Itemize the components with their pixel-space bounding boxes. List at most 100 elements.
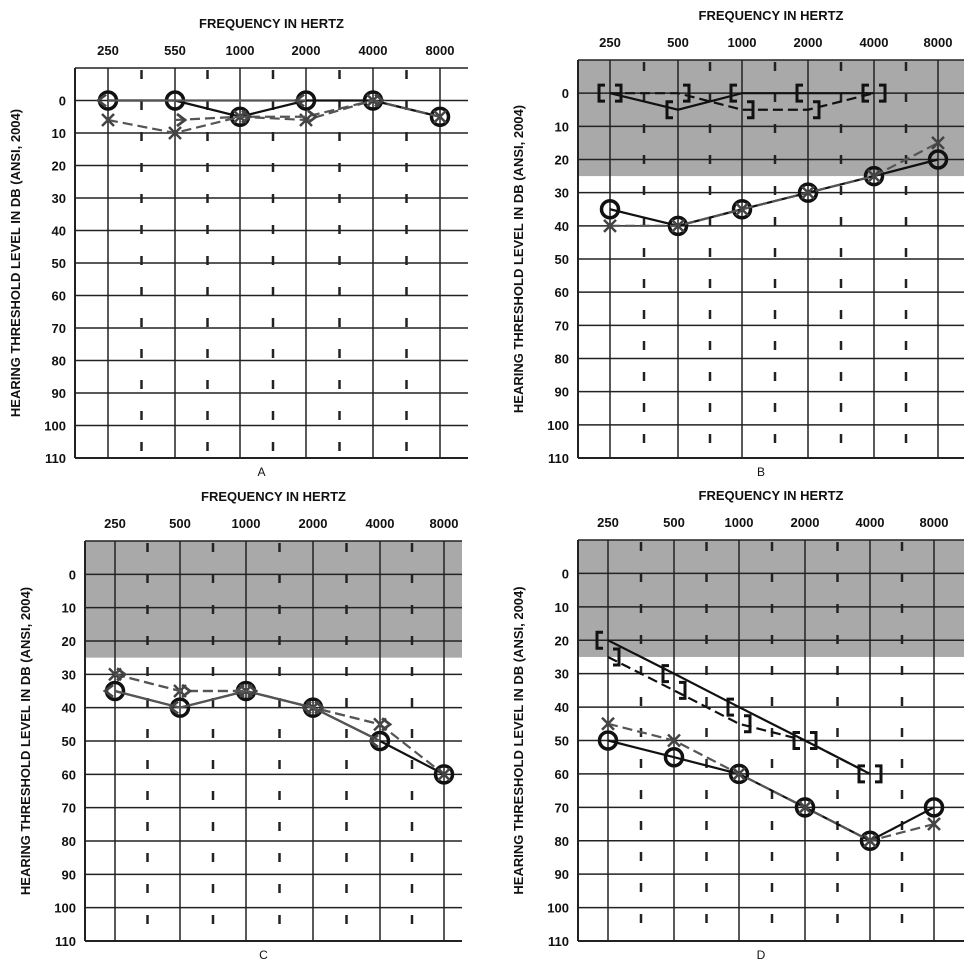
marker-circle <box>663 746 685 768</box>
marker-lt <box>95 93 107 108</box>
panel-label: A <box>257 465 265 479</box>
y-tick-label: 90 <box>555 385 569 400</box>
lt-mark <box>102 683 114 699</box>
series-line <box>107 99 441 135</box>
marker-bracket-left <box>861 83 869 103</box>
x-tick-label: 550 <box>164 43 186 58</box>
normal-hearing-shade <box>85 541 462 658</box>
marker-lt <box>102 683 114 699</box>
marker-x <box>433 109 447 124</box>
x-tick-label: 8000 <box>426 43 455 58</box>
y-tick-label: 10 <box>52 126 66 141</box>
marker-x <box>931 136 945 150</box>
y-axis-label: HEARING THRESHOLD LEVEL IN DB (ANSI, 200… <box>511 105 526 413</box>
panel-label: C <box>259 948 268 959</box>
marker-circle <box>859 830 881 851</box>
marker-gt <box>314 700 326 715</box>
y-tick-label: 110 <box>548 934 569 949</box>
y-tick-label: 0 <box>59 94 66 109</box>
circle-mark <box>667 215 689 237</box>
x-mark <box>433 109 447 124</box>
bracket-r-mark <box>810 731 818 750</box>
marker-gt <box>181 683 193 699</box>
y-tick-label: 90 <box>62 867 76 882</box>
x-mark <box>671 218 685 233</box>
marker-bracket-right <box>875 764 883 784</box>
x-mark <box>863 833 877 848</box>
circle-mark <box>863 165 885 187</box>
marker-gt <box>116 667 128 682</box>
x-tick-label: 250 <box>97 43 119 58</box>
marker-x <box>867 169 881 183</box>
y-tick-label: 70 <box>555 318 569 333</box>
y-tick-label: 30 <box>555 186 569 201</box>
x-tick-label: 250 <box>599 35 621 50</box>
lt-mark <box>367 733 379 749</box>
chart-title: FREQUENCY IN HERTZ <box>201 489 346 504</box>
circle-mark <box>927 149 949 170</box>
gt-mark <box>247 683 259 699</box>
lt-mark <box>167 700 179 715</box>
y-tick-label: 100 <box>44 419 66 434</box>
y-tick-label: 110 <box>55 934 76 949</box>
y-tick-label: 20 <box>555 633 569 648</box>
series-line <box>609 92 874 111</box>
x-mark <box>927 817 941 831</box>
marker-x <box>667 733 681 748</box>
marker-lt <box>367 733 379 749</box>
y-axis-label: HEARING THRESHOLD LEVEL IN DB (ANSI, 200… <box>8 109 23 417</box>
normal-hearing-shade <box>578 60 964 177</box>
y-tick-label: 30 <box>62 667 76 682</box>
x-tick-label: 2000 <box>791 515 820 530</box>
x-tick-label: 2000 <box>292 43 321 58</box>
marker-x <box>798 800 812 815</box>
bracket-l-mark <box>665 100 673 120</box>
series-line <box>607 655 871 775</box>
marker-bracket-left <box>726 697 734 717</box>
x-tick-label: 1000 <box>728 35 757 50</box>
marker-bracket-left <box>595 630 603 650</box>
circle-mark <box>599 199 621 220</box>
gt-mark <box>181 683 193 699</box>
x-tick-label: 500 <box>663 515 685 530</box>
y-tick-label: 10 <box>555 119 569 134</box>
x-tick-label: 8000 <box>920 515 949 530</box>
x-mark <box>732 767 746 781</box>
bracket-r-mark <box>613 647 621 667</box>
y-tick-label: 80 <box>555 352 569 367</box>
bracket-r-mark <box>879 83 887 103</box>
y-tick-label: 70 <box>52 321 66 336</box>
y-tick-label: 60 <box>62 767 76 782</box>
marker-circle <box>797 182 819 203</box>
marker-gt <box>374 93 386 108</box>
x-mark <box>437 767 451 782</box>
marker-bracket-right <box>810 731 818 750</box>
y-tick-label: 80 <box>555 834 569 849</box>
bracket-r-mark <box>813 100 821 120</box>
marker-x <box>168 126 182 140</box>
gt-mark <box>374 93 386 108</box>
y-tick-label: 80 <box>52 354 66 369</box>
chart-title: FREQUENCY IN HERTZ <box>699 488 844 503</box>
gt-mark <box>381 717 393 732</box>
y-tick-label: 80 <box>62 834 76 849</box>
lt-mark <box>95 93 107 108</box>
marker-bracket-right <box>879 83 887 103</box>
x-tick-label: 2000 <box>794 35 823 50</box>
bracket-r-mark <box>744 714 752 734</box>
marker-circle <box>728 763 750 785</box>
gt-mark <box>307 109 319 124</box>
circle-mark <box>728 763 750 785</box>
y-tick-label: 20 <box>555 153 569 168</box>
marker-circle <box>599 199 621 220</box>
marker-circle <box>923 797 945 818</box>
y-tick-label: 20 <box>52 159 66 174</box>
y-tick-label: 0 <box>562 566 569 581</box>
marker-gt <box>247 683 259 699</box>
marker-bracket-left <box>857 764 865 784</box>
gt-mark <box>314 700 326 715</box>
circle-mark <box>794 797 816 818</box>
